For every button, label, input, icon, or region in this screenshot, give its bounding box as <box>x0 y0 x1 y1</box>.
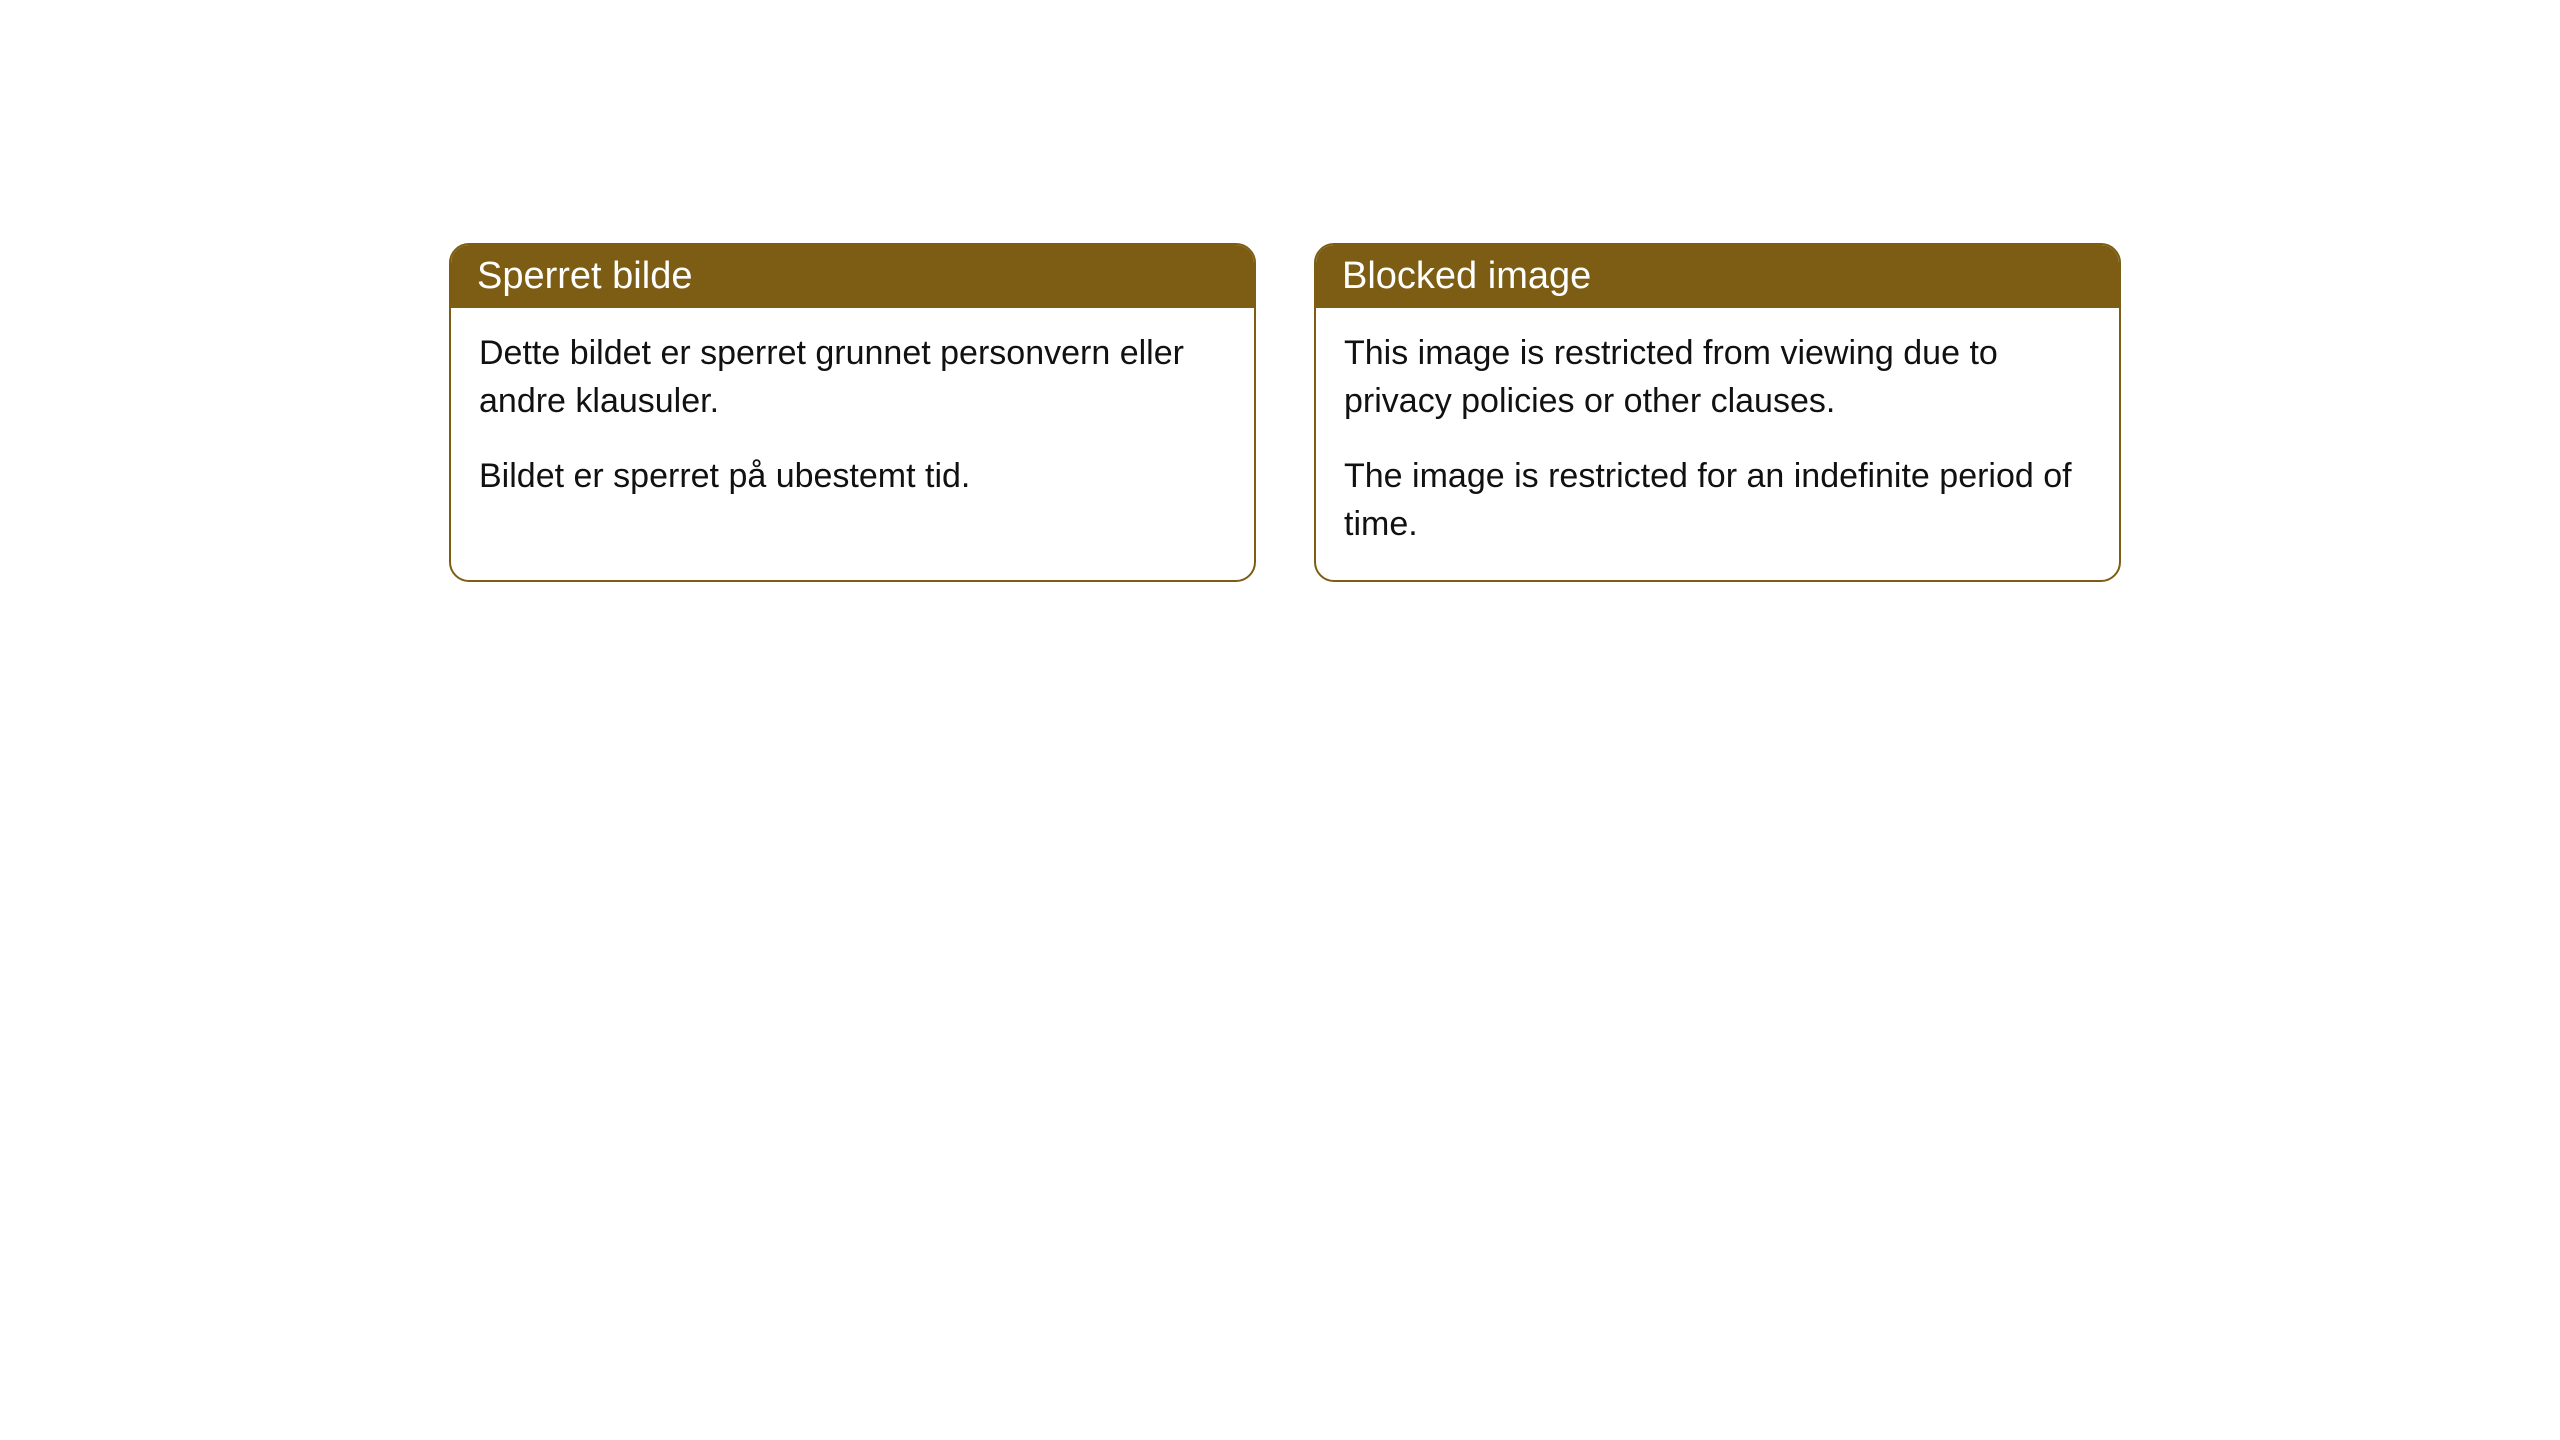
card-paragraph-english-2: The image is restricted for an indefinit… <box>1344 453 2091 548</box>
card-title-english: Blocked image <box>1342 255 1591 297</box>
cards-container: Sperret bilde Dette bildet er sperret gr… <box>0 0 2560 582</box>
card-title-norwegian: Sperret bilde <box>477 255 692 297</box>
blocked-image-card-english: Blocked image This image is restricted f… <box>1314 243 2121 582</box>
card-paragraph-english-1: This image is restricted from viewing du… <box>1344 330 2091 425</box>
card-paragraph-norwegian-2: Bildet er sperret på ubestemt tid. <box>479 453 1226 501</box>
card-body-norwegian: Dette bildet er sperret grunnet personve… <box>451 308 1254 533</box>
card-header-norwegian: Sperret bilde <box>451 245 1254 308</box>
card-paragraph-norwegian-1: Dette bildet er sperret grunnet personve… <box>479 330 1226 425</box>
blocked-image-card-norwegian: Sperret bilde Dette bildet er sperret gr… <box>449 243 1256 582</box>
card-body-english: This image is restricted from viewing du… <box>1316 308 2119 580</box>
card-header-english: Blocked image <box>1316 245 2119 308</box>
